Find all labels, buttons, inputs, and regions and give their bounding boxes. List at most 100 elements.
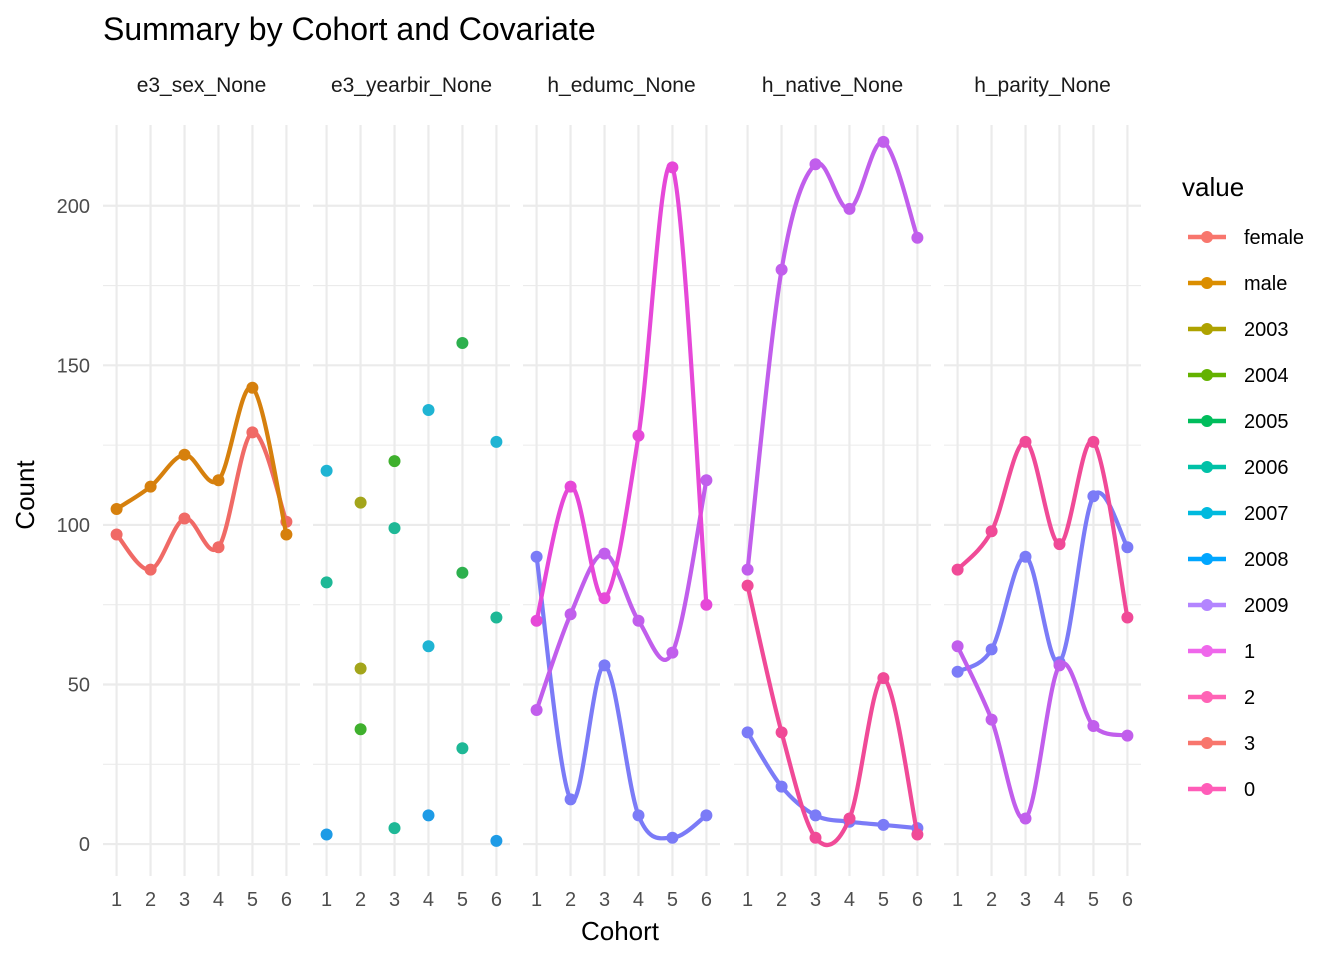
y-tick-label: 0 (79, 834, 90, 856)
x-tick-label: 2 (145, 889, 156, 911)
x-tick-label: 4 (213, 889, 224, 911)
data-point (666, 161, 679, 174)
data-point (320, 828, 333, 841)
data-point (320, 464, 333, 477)
legend-key-point (1201, 599, 1213, 611)
x-tick-label: 2 (565, 889, 576, 911)
data-point (354, 496, 367, 509)
data-point (632, 809, 645, 822)
data-point (144, 563, 157, 576)
data-point (1019, 435, 1032, 448)
x-tick-label: 6 (1122, 889, 1133, 911)
x-tick-label: 3 (810, 889, 821, 911)
legend-label: 2004 (1244, 365, 1289, 387)
y-tick-label: 100 (57, 515, 90, 537)
data-point (951, 640, 964, 653)
data-point (564, 480, 577, 493)
series-line (534, 554, 709, 841)
legend-item: 2009 (1188, 595, 1289, 617)
data-point (700, 474, 713, 487)
data-point (666, 831, 679, 844)
legend-label: 0 (1244, 779, 1255, 801)
legend-key-point (1201, 415, 1213, 427)
legend-key-point (1201, 323, 1213, 335)
y-tick-label: 200 (57, 196, 90, 218)
data-point (1053, 538, 1066, 551)
legend-item: 0 (1188, 779, 1255, 801)
x-tick-label: 2 (986, 889, 997, 911)
legend-key-point (1201, 277, 1213, 289)
data-point (246, 426, 259, 439)
data-point (246, 381, 259, 394)
legend-key-point (1201, 783, 1213, 795)
data-point (1019, 550, 1032, 563)
series-line (114, 430, 289, 572)
facet-strip-label: e3_yearbir_None (331, 74, 492, 97)
x-tick-label: 2 (355, 889, 366, 911)
legend-key-point (1201, 737, 1213, 749)
chart-title: Summary by Cohort and Covariate (103, 11, 596, 47)
data-point (985, 643, 998, 656)
data-point (422, 640, 435, 653)
legend-item: male (1188, 273, 1287, 295)
data-point (1121, 541, 1134, 554)
facet-panel: h_parity_None 1 2 3 4 5 6 (944, 74, 1141, 911)
data-point (843, 202, 856, 215)
y-axis-title: Count (10, 460, 40, 530)
legend-item: 2006 (1188, 457, 1289, 479)
data-point (456, 742, 469, 755)
x-tick-label: 4 (844, 889, 855, 911)
legend-label: 3 (1244, 733, 1255, 755)
data-point (632, 614, 645, 627)
series-line (955, 644, 1130, 822)
series-line (955, 490, 1130, 674)
legend-key-point (1201, 507, 1213, 519)
legend-label: male (1244, 273, 1287, 295)
series-line (114, 385, 289, 537)
legend-key-point (1201, 645, 1213, 657)
x-tick-label: 3 (599, 889, 610, 911)
data-point (144, 480, 157, 493)
data-point (178, 512, 191, 525)
data-point (741, 726, 754, 739)
data-point (598, 547, 611, 560)
data-point (951, 563, 964, 576)
data-point (809, 809, 822, 822)
facet-panel: h_edumc_None 1 2 3 4 5 6 (523, 74, 720, 911)
legend-item: 2008 (1188, 549, 1289, 571)
x-tick-label: 5 (667, 889, 678, 911)
series-line (534, 162, 709, 623)
data-point (809, 158, 822, 171)
data-point (985, 525, 998, 538)
legend-label: 2009 (1244, 595, 1289, 617)
legend-label: 1 (1244, 641, 1255, 663)
x-tick-label: 2 (776, 889, 787, 911)
data-point (178, 448, 191, 461)
x-tick-label: 6 (281, 889, 292, 911)
data-point (877, 818, 890, 831)
legend: value female male 2003 2004 2005 2006 2007 2008… (1182, 172, 1304, 801)
data-point (530, 704, 543, 716)
facet-strip-label: h_native_None (762, 74, 903, 97)
data-point (877, 672, 890, 685)
data-point (741, 579, 754, 592)
data-point (388, 522, 401, 535)
facet-panel: e3_yearbir_None 1 2 3 4 5 6 (313, 74, 510, 911)
data-point (1087, 720, 1100, 732)
legend-key-point (1201, 553, 1213, 565)
x-tick-label: 6 (491, 889, 502, 911)
data-point (490, 611, 503, 624)
facet-strip-label: e3_sex_None (137, 74, 267, 97)
data-point (1053, 659, 1066, 672)
x-tick-label: 5 (457, 889, 468, 911)
x-tick-label: 4 (633, 889, 644, 911)
data-point (1087, 435, 1100, 448)
x-tick-label: 1 (952, 889, 963, 911)
x-tick-label: 6 (701, 889, 712, 911)
data-point (985, 713, 998, 726)
data-point (320, 576, 333, 589)
legend-item: 2007 (1188, 503, 1289, 525)
